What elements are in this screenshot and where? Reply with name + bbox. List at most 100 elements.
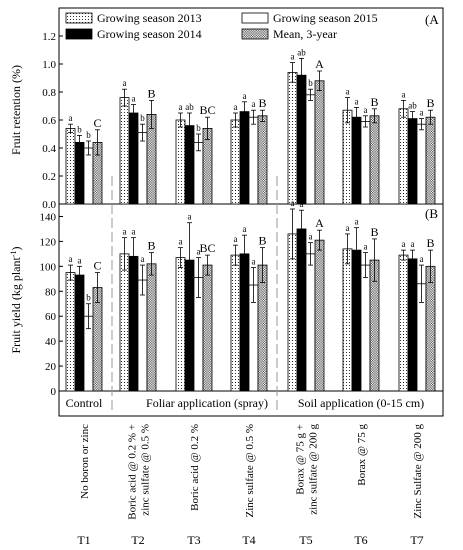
treatment-label-t5: zinc sulfate @ 200 g <box>308 424 320 515</box>
bar-b-2013 <box>65 272 76 392</box>
significance-letter-a-2014: a <box>243 91 247 101</box>
significance-letter-a-2015: b <box>196 123 201 133</box>
legend-label-2015: Growing season 2015 <box>273 11 378 25</box>
significance-letter-b-mean: B <box>370 225 378 239</box>
y-tick-label-a: 0.0 <box>42 199 56 211</box>
significance-letter-a-2014: b <box>77 124 82 134</box>
legend: Growing season 2013 Growing season 2014 … <box>65 11 378 41</box>
significance-letter-a-2013: a <box>402 89 406 99</box>
bar-b-mean <box>202 264 213 392</box>
y-axis-title-b-main: Fruit yield (kg plant <box>9 257 23 354</box>
bar-b-2013 <box>342 248 353 392</box>
group-label-control: Control <box>66 396 103 410</box>
treatment-code-t3: T3 <box>187 533 200 547</box>
significance-letter-a-mean: B <box>258 96 266 110</box>
significance-letter-b-mean: B <box>426 236 434 250</box>
bar-b-2013 <box>398 254 409 392</box>
legend-swatch-2014 <box>65 28 93 40</box>
treatment-label-t2: Boric acid @ 0.2 % + <box>127 424 139 520</box>
panel-label-a: (A <box>425 12 439 27</box>
significance-letter-a-2013: a <box>291 52 295 62</box>
significance-letter-a-mean: A <box>315 57 324 71</box>
bar-a-2014 <box>128 112 139 205</box>
bar-a-2014 <box>239 111 250 205</box>
y-axis-title-b: Fruit yield (kg plant-1) <box>9 247 23 354</box>
y-tick-label-a: 0.2 <box>42 171 56 183</box>
y-tick-label-a: 0.6 <box>42 115 56 127</box>
y-tick-label-b: 0 <box>51 386 57 398</box>
bar-b-2013 <box>119 253 130 392</box>
significance-letter-b-mean: C <box>93 259 101 273</box>
significance-letter-a-2015: a <box>364 105 368 115</box>
bar-b-2014 <box>74 274 85 392</box>
y-tick-label-b: 80 <box>45 286 57 298</box>
significance-letter-a-2013: a <box>346 87 350 97</box>
bar-b-2014 <box>296 228 307 392</box>
y-tick-label-a: 1.0 <box>42 59 56 71</box>
y-tick-label-a: 0.4 <box>42 143 56 155</box>
treatment-label-t2: zinc sulfate @ 0.5 % <box>140 424 152 516</box>
significance-letter-a-2013: a <box>69 113 73 123</box>
plot-frame <box>58 7 444 417</box>
bar-a-2013 <box>65 127 76 205</box>
y-tick-label-a: 0.8 <box>42 87 56 99</box>
bar-a-2015 <box>193 141 204 205</box>
y-tick-label-b: 60 <box>45 311 57 323</box>
significance-letter-b-2015: a <box>309 232 313 242</box>
legend-swatch-2015 <box>241 12 269 24</box>
bar-a-mean <box>425 116 436 205</box>
bar-a-2014 <box>296 74 307 205</box>
y-tick-label-b: 100 <box>40 261 57 273</box>
bar-a-2015 <box>137 132 148 205</box>
bar-a-2014 <box>74 141 85 205</box>
significance-letter-b-mean: B <box>258 234 266 248</box>
legend-label-2013: Growing season 2013 <box>97 11 202 25</box>
bar-a-2013 <box>398 108 409 205</box>
treatment-code-t5: T5 <box>299 533 312 547</box>
significance-letter-b-2013: a <box>234 234 238 244</box>
significance-letter-b-2014: a <box>188 212 192 222</box>
significance-letter-b-2013: a <box>346 223 350 233</box>
bar-b-mean <box>257 264 268 392</box>
y-tick-label-b: 40 <box>45 336 57 348</box>
treatment-label-t6: Borax @ 75 g <box>356 424 368 486</box>
group-dividers <box>111 176 278 410</box>
panel-label-b: (B <box>425 206 438 221</box>
significance-letter-b-2014: a <box>300 199 304 209</box>
significance-letter-b-2015: a <box>364 242 368 252</box>
significance-letter-b-2014: a <box>355 217 359 227</box>
significance-letter-b-2015: b <box>86 293 91 303</box>
treatment-code-t7: T7 <box>410 533 423 547</box>
significance-letter-b-2015: a <box>197 247 201 257</box>
significance-letter-a-2015: b <box>140 113 145 123</box>
bar-a-2015 <box>416 123 427 205</box>
bar-a-mean <box>314 80 325 205</box>
bar-a-2013 <box>119 97 130 205</box>
significance-letter-a-2013: a <box>179 102 183 112</box>
treatment-code-t2: T2 <box>131 533 144 547</box>
significance-letter-a-2014: ab <box>185 102 194 112</box>
significance-letter-b-2013: a <box>402 239 406 249</box>
significance-letter-b-mean: A <box>315 216 324 230</box>
treatment-code-t4: T4 <box>242 533 255 547</box>
treatment-label-t3: Boric acid @ 0.2 % <box>189 424 201 511</box>
y-tick-label-b: 20 <box>45 361 57 373</box>
bar-b-2013 <box>175 257 186 392</box>
significance-letter-a-2015: a <box>420 108 424 118</box>
bar-a-2013 <box>342 109 353 205</box>
bar-b-mean <box>146 263 157 392</box>
bar-b-2015 <box>305 253 316 392</box>
significance-letter-b-mean: BC <box>199 241 215 255</box>
significance-letter-a-mean: B <box>370 95 378 109</box>
treatment-label-t4: Zinc sulfate @ 0.5 % <box>244 424 256 518</box>
significance-letter-b-2013: a <box>69 254 73 264</box>
treatment-label-t7: Zinc Sulfate @ 200 g <box>412 424 424 519</box>
significance-letter-b-mean: B <box>147 239 155 253</box>
y-tick-label-a: 1.2 <box>42 31 56 43</box>
treatment-label-t1: No boron or zinc <box>79 424 91 499</box>
legend-swatch-2013 <box>65 12 93 24</box>
